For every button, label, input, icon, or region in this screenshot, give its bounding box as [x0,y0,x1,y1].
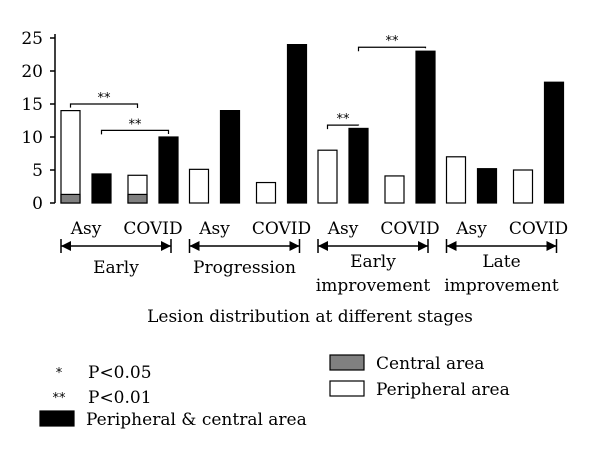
significance-bracket-0 [69,103,139,108]
y-tick-label-0: 0 [32,194,43,214]
category-label-3: COVID [252,219,311,239]
category-label-0: Asy [70,219,102,239]
group-label-1-0: Progression [193,258,296,278]
bar-peripheral-0 [60,109,81,204]
axes: 0 5 10 15 20 25 [21,29,56,214]
bar-central-0 [60,193,81,204]
group-arrowhead-left-3 [446,241,457,251]
y-tick-label-15: 15 [21,95,43,115]
x-axis-labels: Asy COVID Asy COVID Asy COVID Asy COVID Early Pro… [60,219,568,296]
bar-peripheral-2 [188,168,210,204]
y-tick-label-5: 5 [32,161,43,181]
group-arrowhead-left-0 [61,241,71,251]
bar-peripheral-7 [512,169,534,204]
group-label-3-0: Late [482,252,520,272]
group-label-2-1: improvement [316,276,431,296]
category-label-2: Asy [198,219,230,239]
bar-peripheral-central-4 [348,127,369,204]
x-axis-title: Lesion distribution at different stages [147,307,473,327]
legend-series-label-2: Peripheral & central area [86,410,307,430]
group-label-2-0: Early [350,252,396,272]
y-tick-label-25: 25 [21,29,43,49]
legend-sig-symbol-0: * [56,366,63,381]
legend-swatch-2 [39,410,75,427]
legend-swatch-1 [329,380,365,397]
category-label-1: COVID [123,219,182,239]
bar-peripheral-4 [317,149,338,204]
legend-sig-text-0: P<0.05 [88,363,152,383]
bar-peripheral-central-1 [158,136,179,204]
bar-peripheral-5 [384,175,405,204]
group-label-0-0: Early [93,258,139,278]
group-label-3-1: improvement [444,276,559,296]
legend: * P<0.05 ** P<0.01 Central area Peripheral ar… [39,354,510,430]
significance-brackets: ** ** ** ** [69,34,427,135]
bar-peripheral-central-3 [286,43,308,204]
significance-label-3: ** [386,34,400,49]
group-arrowhead-right-0 [161,241,171,251]
significance-label-0: ** [98,91,112,106]
category-label-6: Asy [455,219,487,239]
category-label-5: COVID [380,219,439,239]
group-arrowhead-right-1 [289,241,300,251]
bars [60,43,565,204]
bar-peripheral-central-6 [476,168,498,204]
legend-series-label-1: Peripheral area [376,380,510,400]
bar-peripheral-central-7 [543,81,565,204]
bar-peripheral-6 [445,156,467,204]
significance-bracket-3 [357,46,427,52]
group-arrowhead-left-2 [318,241,328,251]
bar-peripheral-central-0 [91,173,112,204]
legend-series-label-0: Central area [376,354,484,374]
group-arrowhead-left-1 [189,241,200,251]
legend-sig-text-1: P<0.01 [88,388,152,408]
category-label-7: COVID [509,219,568,239]
bar-central-1 [127,193,148,204]
significance-label-1: ** [129,117,143,132]
group-arrowhead-right-3 [546,241,557,251]
significance-label-2: ** [337,112,351,127]
y-tick-label-10: 10 [21,128,43,148]
significance-bracket-1 [100,129,170,135]
bar-peripheral-3 [255,181,277,204]
group-arrowhead-right-2 [418,241,428,251]
y-tick-label-20: 20 [21,62,43,82]
legend-sig-symbol-1: ** [53,391,67,406]
bar-peripheral-central-5 [415,50,436,204]
legend-swatch-0 [329,354,365,371]
bar-peripheral-central-2 [219,109,241,204]
category-label-4: Asy [327,219,359,239]
significance-bracket-2 [326,124,360,130]
